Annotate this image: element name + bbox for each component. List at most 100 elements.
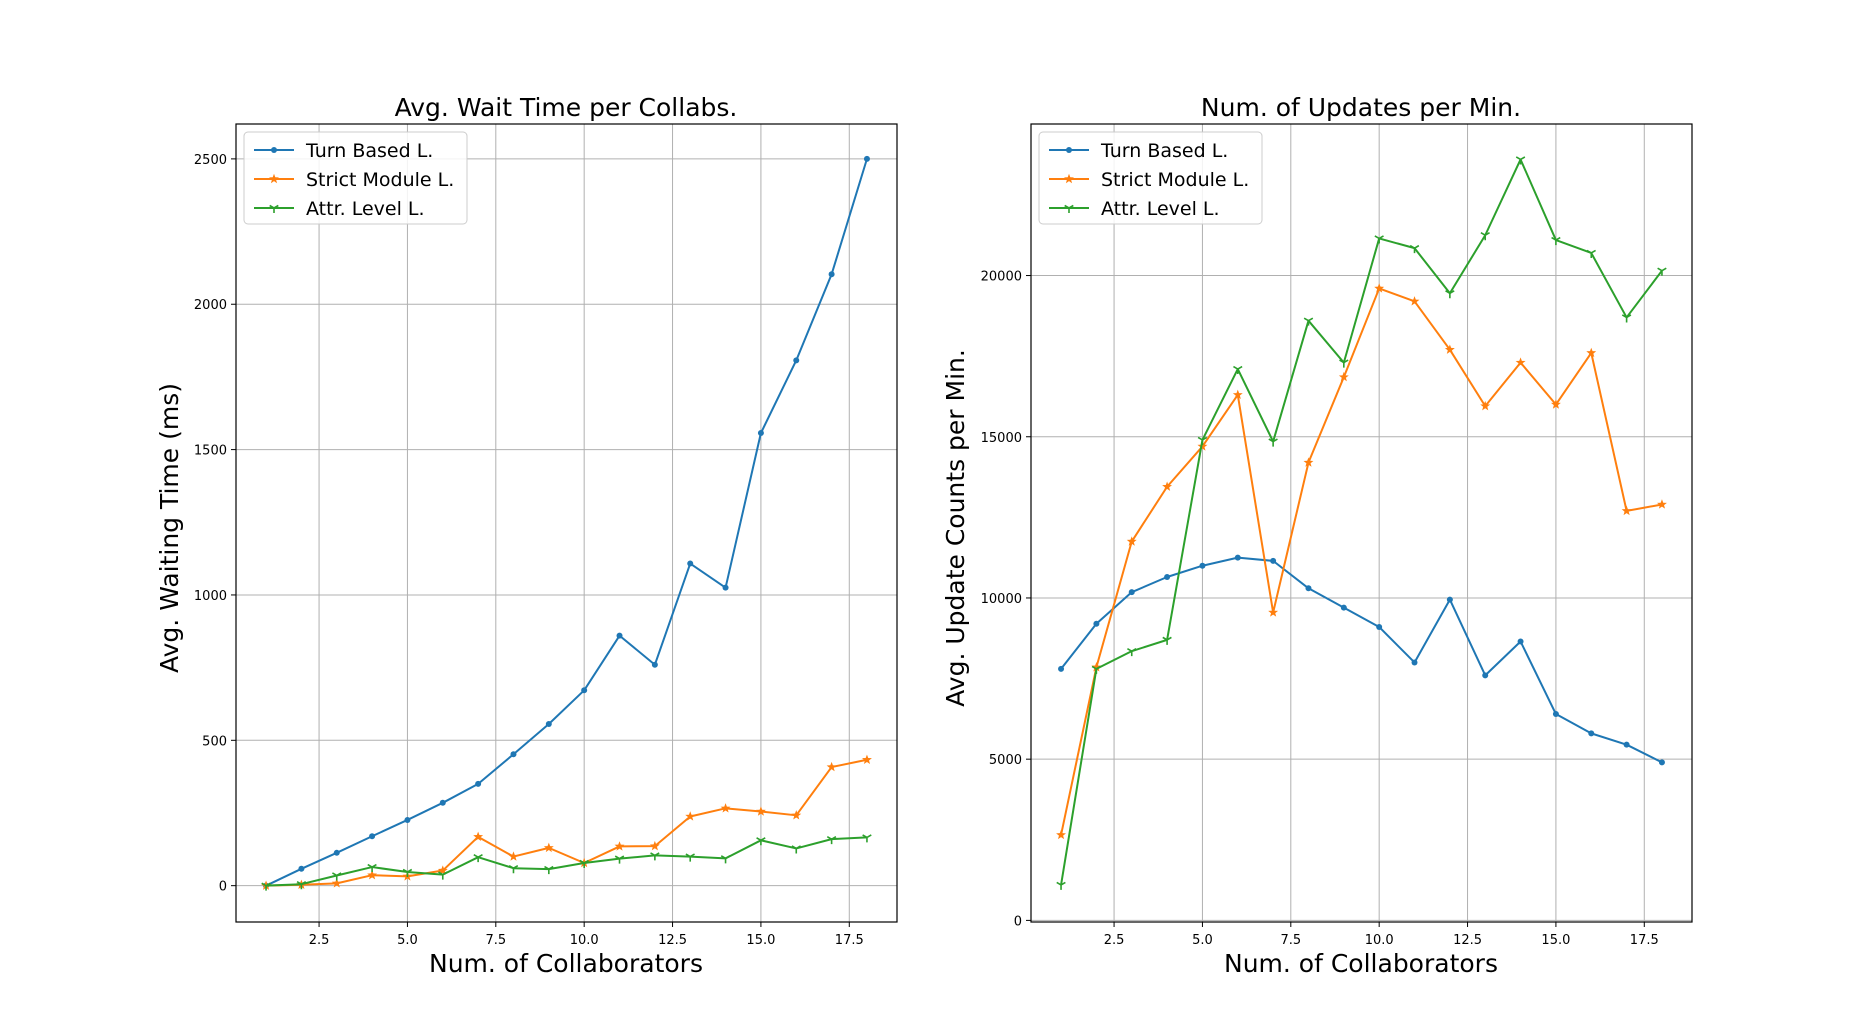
y-axis-label: Avg. Update Counts per Min. bbox=[941, 349, 970, 707]
data-point bbox=[579, 859, 589, 868]
data-point bbox=[1268, 438, 1278, 447]
legend-label: Turn Based L. bbox=[1100, 140, 1228, 162]
data-point bbox=[826, 761, 837, 772]
data-point bbox=[1197, 436, 1208, 445]
data-point bbox=[1339, 359, 1349, 368]
data-point bbox=[1303, 457, 1314, 467]
series-attr-level-l bbox=[1056, 156, 1667, 890]
legend-box bbox=[1038, 131, 1263, 225]
data-point bbox=[1164, 574, 1171, 581]
data-point bbox=[1162, 636, 1172, 645]
x-tick-label: 2.5 bbox=[309, 933, 330, 948]
data-point bbox=[687, 560, 694, 567]
series-strict-module-l bbox=[1056, 283, 1667, 840]
series-line bbox=[1060, 556, 1663, 764]
legend-marker bbox=[269, 204, 279, 213]
data-point bbox=[1623, 741, 1630, 748]
data-point bbox=[1233, 365, 1243, 375]
data-point bbox=[333, 849, 340, 856]
series-line bbox=[266, 836, 867, 887]
data-point bbox=[614, 841, 625, 851]
chart-title: Avg. Wait Time per Collabs. bbox=[395, 93, 738, 122]
data-point bbox=[1445, 290, 1455, 299]
data-point bbox=[1162, 481, 1173, 491]
data-point bbox=[1093, 620, 1100, 627]
y-tick-label: 10000 bbox=[981, 592, 1022, 607]
data-point bbox=[508, 851, 519, 861]
wait-time-chart: Avg. Wait Time per Collabs. Num. of Coll… bbox=[155, 93, 898, 978]
data-point bbox=[755, 806, 766, 816]
data-point bbox=[1550, 399, 1561, 409]
data-point bbox=[1586, 347, 1597, 358]
data-point bbox=[1305, 585, 1312, 592]
data-point bbox=[616, 632, 623, 639]
data-point bbox=[828, 271, 835, 278]
plot-frame bbox=[235, 123, 898, 923]
data-point bbox=[544, 865, 554, 875]
data-point bbox=[1091, 662, 1102, 672]
x-axis-label: Num. of Collaborators bbox=[1224, 949, 1498, 978]
legend: Turn Based L. Strict Module L. Attr. Level… bbox=[1038, 131, 1263, 225]
data-point bbox=[331, 878, 342, 888]
data-point bbox=[298, 865, 305, 872]
y-tick-label: 1000 bbox=[194, 589, 227, 604]
data-point bbox=[1409, 244, 1420, 254]
x-tick-label: 15.0 bbox=[746, 933, 775, 948]
x-tick-label: 2.5 bbox=[1104, 933, 1125, 948]
data-point bbox=[543, 842, 554, 853]
data-point bbox=[791, 845, 801, 854]
data-point bbox=[475, 780, 482, 787]
data-point bbox=[1480, 232, 1490, 241]
data-point bbox=[685, 811, 696, 821]
data-point bbox=[1657, 267, 1667, 276]
legend-marker bbox=[271, 147, 277, 153]
x-tick-label: 10.0 bbox=[570, 933, 599, 948]
data-point bbox=[404, 816, 411, 823]
data-point bbox=[1303, 317, 1314, 326]
series-turn-based-l bbox=[263, 155, 870, 889]
data-point bbox=[1621, 314, 1632, 323]
data-point bbox=[720, 855, 731, 864]
data-point bbox=[1517, 638, 1524, 645]
series-turn-based-l bbox=[1058, 554, 1665, 766]
data-point bbox=[1551, 236, 1561, 246]
y-tick-label: 500 bbox=[202, 734, 227, 749]
series-strict-module-l bbox=[261, 754, 872, 890]
y-tick-label: 0 bbox=[1014, 914, 1022, 929]
data-point bbox=[1197, 441, 1208, 451]
data-point bbox=[1482, 672, 1489, 679]
x-tick-label: 7.5 bbox=[485, 933, 506, 948]
x-tick-label: 17.5 bbox=[1630, 933, 1659, 948]
data-point bbox=[1552, 711, 1559, 718]
data-point bbox=[1515, 156, 1526, 165]
data-point bbox=[650, 852, 660, 861]
data-point bbox=[1128, 589, 1135, 596]
series-line bbox=[1060, 287, 1663, 836]
data-point bbox=[508, 865, 519, 874]
legend-marker bbox=[1064, 204, 1074, 213]
data-point bbox=[1126, 536, 1137, 546]
data-point bbox=[1058, 665, 1065, 672]
data-point bbox=[1409, 296, 1420, 306]
y-axis-label: Avg. Waiting Time (ms) bbox=[155, 383, 184, 673]
data-point bbox=[1270, 557, 1277, 564]
data-point bbox=[1588, 730, 1595, 737]
y-tick-label: 2500 bbox=[194, 153, 227, 168]
data-point bbox=[1621, 505, 1632, 516]
data-point bbox=[791, 810, 802, 820]
data-point bbox=[402, 868, 413, 878]
data-point bbox=[1515, 357, 1526, 367]
legend: Turn Based L. Strict Module L. Attr. Level… bbox=[243, 131, 468, 225]
data-point bbox=[793, 357, 800, 364]
series-line bbox=[265, 158, 868, 887]
x-tick-label: 12.5 bbox=[1453, 933, 1482, 948]
x-tick-label: 12.5 bbox=[658, 933, 687, 948]
data-point bbox=[332, 872, 342, 881]
data-point bbox=[1658, 759, 1665, 766]
y-tick-label: 1500 bbox=[194, 444, 227, 459]
data-point bbox=[649, 840, 660, 851]
plot-frame bbox=[1030, 123, 1693, 923]
x-tick-label: 5.0 bbox=[1192, 933, 1213, 948]
data-point bbox=[1411, 659, 1418, 666]
legend-label: Attr. Level L. bbox=[1101, 198, 1220, 220]
